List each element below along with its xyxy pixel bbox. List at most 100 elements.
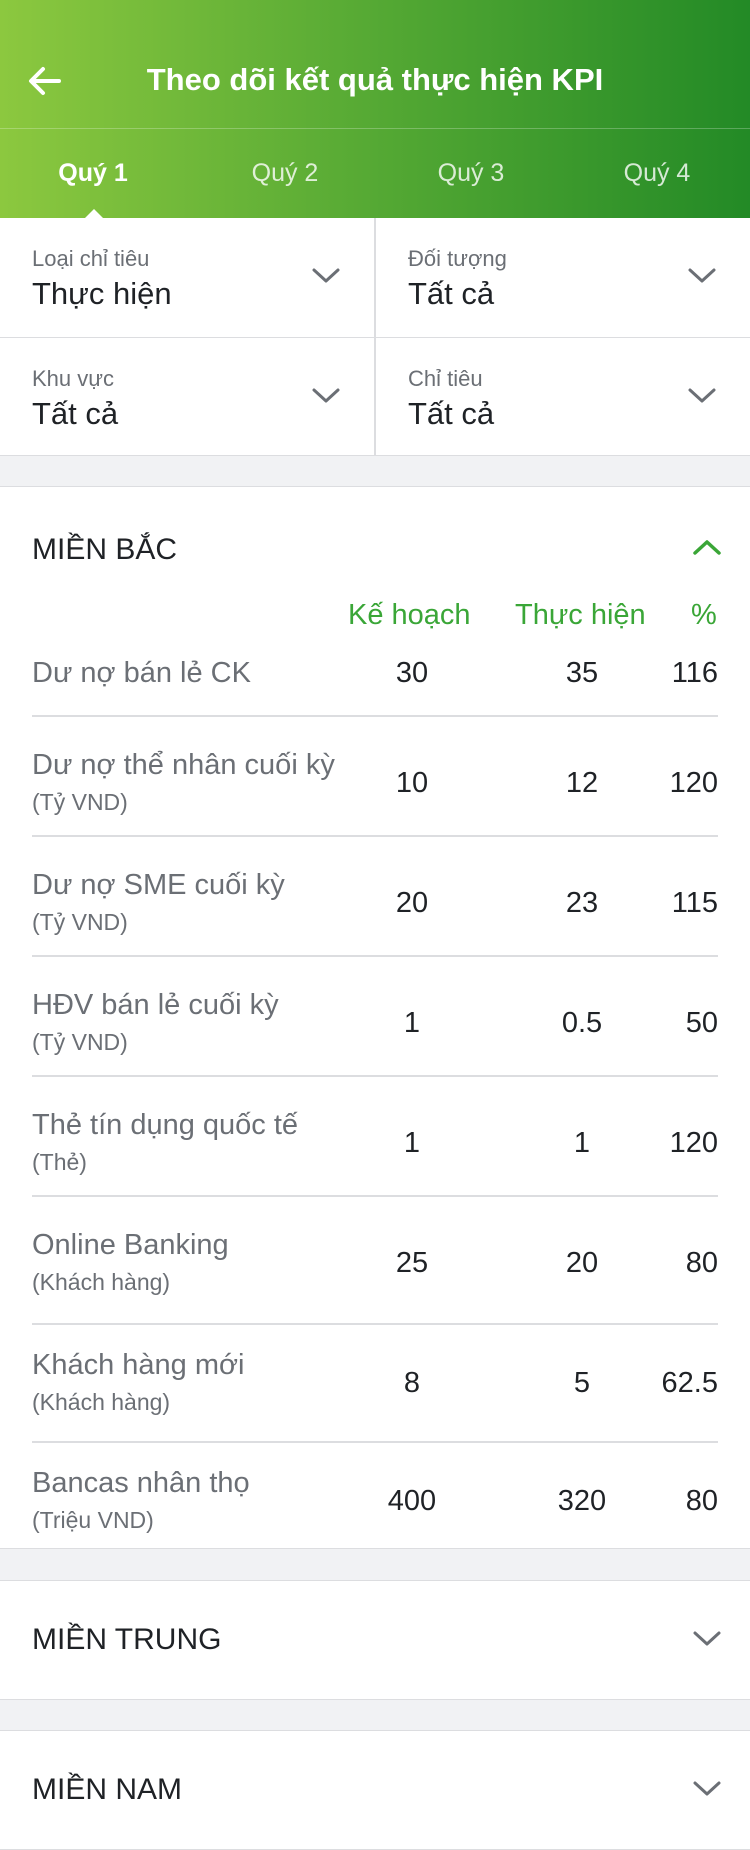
row-divider: [32, 1441, 718, 1443]
row-divider: [32, 835, 718, 837]
kpi-name: Dư nợ thể nhân cuối kỳ: [32, 749, 335, 781]
column-header-percent: %: [691, 599, 717, 631]
kpi-percent: 50: [685, 1007, 718, 1039]
kpi-percent: 116: [671, 657, 718, 689]
kpi-plan: 10: [395, 767, 429, 799]
chevron-up-icon: [693, 540, 721, 555]
kpi-actual: 23: [565, 887, 599, 919]
filter-region[interactable]: Khu vực Tất cả: [0, 338, 375, 457]
kpi-row[interactable]: Thẻ tín dụng quốc tế (Thẻ) 1 1 120: [32, 1077, 718, 1197]
section-title: MIỀN BẮC: [32, 533, 178, 566]
tab-quarter-3[interactable]: Quý 3: [378, 129, 564, 218]
kpi-plan: 30: [395, 657, 429, 689]
kpi-percent: 62.5: [661, 1367, 718, 1399]
kpi-name: Dư nợ bán lẻ CK: [32, 657, 251, 689]
section-header-south[interactable]: MIỀN NAM: [0, 1731, 750, 1849]
filter-label: Khu vực: [32, 366, 114, 391]
kpi-actual: 5: [573, 1367, 591, 1399]
tab-label: Quý 2: [251, 159, 319, 187]
kpi-name: Khách hàng mới: [32, 1349, 245, 1381]
top-bar: Theo dõi kết quả thực hiện KPI: [0, 0, 750, 128]
kpi-unit: (Thẻ): [32, 1149, 87, 1175]
row-divider: [32, 1195, 718, 1197]
kpi-percent: 115: [671, 887, 718, 919]
kpi-percent: 80: [685, 1485, 718, 1517]
kpi-unit: (Tỷ VND): [32, 1029, 128, 1055]
kpi-plan: 400: [387, 1485, 437, 1517]
kpi-row[interactable]: Online Banking (Khách hàng) 25 20 80: [32, 1197, 718, 1325]
filter-target[interactable]: Đối tượng Tất cả: [376, 218, 750, 337]
app-header: Theo dõi kết quả thực hiện KPI Quý 1 Quý…: [0, 0, 750, 218]
row-divider: [32, 955, 718, 957]
section-title: MIỀN TRUNG: [32, 1623, 222, 1656]
kpi-unit: (Triệu VND): [32, 1507, 154, 1533]
kpi-row[interactable]: Dư nợ bán lẻ CK 30 35 116: [32, 657, 718, 717]
row-divider: [32, 1075, 718, 1077]
kpi-unit: (Tỷ VND): [32, 789, 128, 815]
quarter-tabs: Quý 1 Quý 2 Quý 3 Quý 4: [0, 129, 750, 218]
section-header-north[interactable]: MIỀN BẮC: [0, 487, 750, 607]
tab-label: Quý 3: [437, 159, 505, 187]
filter-indicator-type[interactable]: Loại chỉ tiêu Thực hiện: [0, 218, 375, 337]
filter-divider: [0, 337, 750, 338]
kpi-percent: 120: [669, 1127, 718, 1159]
kpi-plan: 1: [403, 1007, 421, 1039]
kpi-row[interactable]: Dư nợ SME cuối kỳ (Tỷ VND) 20 23 115: [32, 837, 718, 957]
arrow-left-icon: [29, 67, 61, 95]
section-header-central[interactable]: MIỀN TRUNG: [0, 1581, 750, 1699]
row-divider: [32, 715, 718, 717]
kpi-name: Dư nợ SME cuối kỳ: [32, 869, 285, 901]
filter-indicator[interactable]: Chỉ tiêu Tất cả: [376, 338, 750, 457]
chevron-down-icon: [688, 388, 716, 403]
kpi-unit: (Khách hàng): [32, 1389, 171, 1415]
active-tab-indicator: [85, 209, 103, 218]
region-section-north: MIỀN BẮC Kế hoạch Thực hiện % Dư nợ bán …: [0, 486, 750, 1549]
filter-label: Đối tượng: [408, 246, 507, 271]
kpi-actual: 0.5: [561, 1007, 603, 1039]
kpi-actual: 320: [557, 1485, 607, 1517]
kpi-percent: 120: [669, 767, 718, 799]
kpi-actual: 1: [573, 1127, 591, 1159]
kpi-row[interactable]: Khách hàng mới (Khách hàng) 8 5 62.5: [32, 1325, 718, 1443]
kpi-name: Thẻ tín dụng quốc tế: [32, 1109, 299, 1141]
kpi-plan: 1: [403, 1127, 421, 1159]
kpi-unit: (Tỷ VND): [32, 909, 128, 935]
kpi-plan: 8: [403, 1367, 421, 1399]
filter-value: Tất cả: [32, 396, 119, 431]
filter-label: Chỉ tiêu: [408, 366, 483, 391]
back-button[interactable]: [18, 54, 72, 108]
kpi-name: Online Banking: [32, 1229, 229, 1261]
tab-quarter-1[interactable]: Quý 1: [0, 129, 186, 218]
column-header-plan: Kế hoạch: [348, 599, 471, 631]
tab-divider: [0, 128, 750, 129]
page-title: Theo dõi kết quả thực hiện KPI: [146, 62, 604, 97]
filter-value: Tất cả: [408, 396, 495, 431]
kpi-name: HĐV bán lẻ cuối kỳ: [32, 989, 279, 1021]
kpi-row[interactable]: Bancas nhân thọ (Triệu VND) 400 320 80: [32, 1443, 718, 1549]
filter-value: Tất cả: [408, 276, 495, 311]
kpi-percent: 80: [685, 1247, 718, 1279]
kpi-actual: 20: [565, 1247, 599, 1279]
kpi-actual: 12: [565, 767, 599, 799]
kpi-actual: 35: [565, 657, 599, 689]
section-title: MIỀN NAM: [32, 1773, 182, 1806]
kpi-plan: 25: [395, 1247, 429, 1279]
chevron-down-icon: [693, 1631, 721, 1646]
kpi-row[interactable]: Dư nợ thể nhân cuối kỳ (Tỷ VND) 10 12 12…: [32, 717, 718, 837]
region-section-south: MIỀN NAM: [0, 1730, 750, 1850]
column-header-actual: Thực hiện: [515, 599, 646, 631]
kpi-plan: 20: [395, 887, 429, 919]
tab-label: Quý 1: [58, 159, 128, 187]
filter-label: Loại chỉ tiêu: [32, 246, 150, 271]
chevron-down-icon: [688, 268, 716, 283]
kpi-name: Bancas nhân thọ: [32, 1467, 250, 1499]
tab-quarter-2[interactable]: Quý 2: [192, 129, 378, 218]
chevron-down-icon: [312, 268, 340, 283]
tab-label: Quý 4: [623, 159, 691, 187]
tab-quarter-4[interactable]: Quý 4: [564, 129, 750, 218]
kpi-row[interactable]: HĐV bán lẻ cuối kỳ (Tỷ VND) 1 0.5 50: [32, 957, 718, 1077]
row-divider: [32, 1323, 718, 1325]
chevron-down-icon: [693, 1781, 721, 1796]
region-section-central: MIỀN TRUNG: [0, 1580, 750, 1700]
chevron-down-icon: [312, 388, 340, 403]
